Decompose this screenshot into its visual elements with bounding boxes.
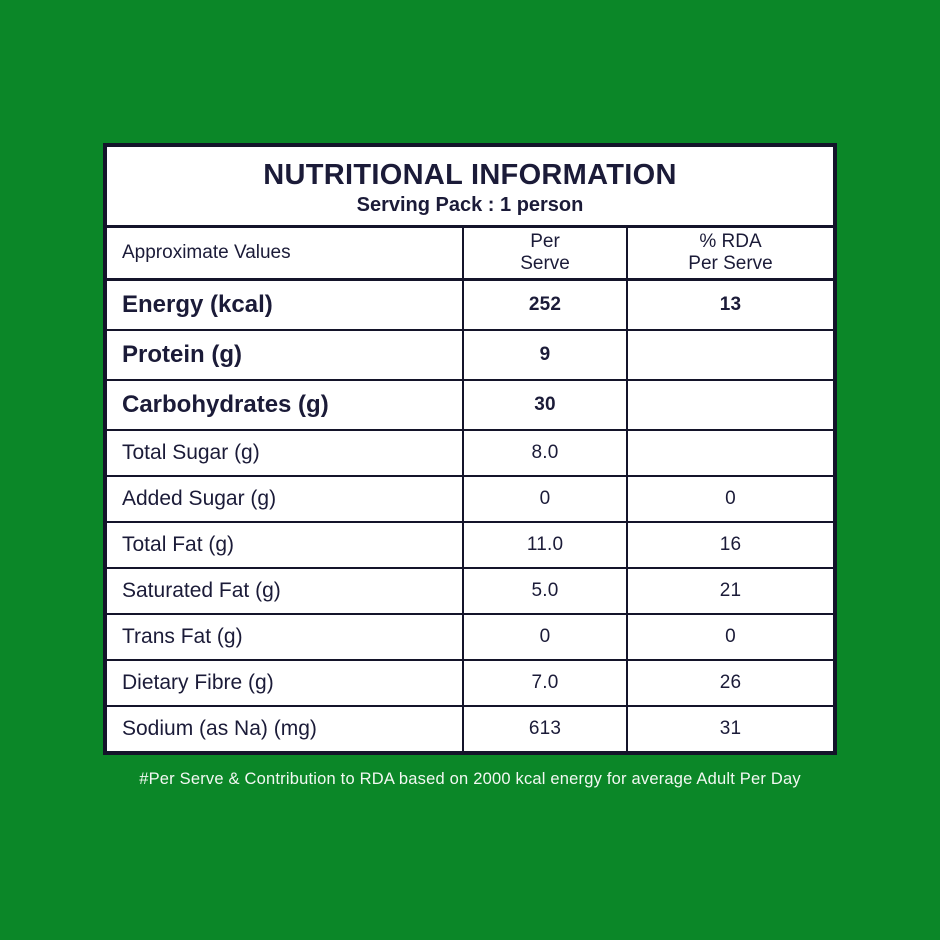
per-serve-value: 613 xyxy=(462,707,626,751)
per-serve-value: 30 xyxy=(462,381,626,429)
table-row: Dietary Fibre (g) 7.0 26 xyxy=(107,661,833,707)
per-serve-value: 5.0 xyxy=(462,569,626,613)
serving-pack-subtitle: Serving Pack : 1 person xyxy=(356,194,584,216)
per-serve-value: 11.0 xyxy=(462,523,626,567)
per-serve-value: 252 xyxy=(462,281,626,329)
rda-per-serve-value xyxy=(626,381,833,429)
table-row: Total Fat (g) 11.0 16 xyxy=(107,523,833,569)
table-row: Energy (kcal) 252 13 xyxy=(107,281,833,331)
column-header-approximate-values: Approximate Values xyxy=(122,242,291,264)
rda-per-serve-value: 21 xyxy=(626,569,833,613)
rda-per-serve-value: 31 xyxy=(626,707,833,751)
row-label: Sodium (as Na) (mg) xyxy=(122,717,317,740)
row-label: Added Sugar (g) xyxy=(122,487,277,510)
table-row: Total Sugar (g) 8.0 xyxy=(107,431,833,477)
table-title: NUTRITIONAL INFORMATION xyxy=(263,159,677,191)
per-serve-value: 0 xyxy=(462,477,626,521)
column-header-per-serve: Per Serve xyxy=(462,228,626,278)
table-row: Added Sugar (g) 0 0 xyxy=(107,477,833,523)
rda-per-serve-value: 0 xyxy=(626,477,833,521)
table-row: Trans Fat (g) 0 0 xyxy=(107,615,833,661)
table-title-block: NUTRITIONAL INFORMATION Serving Pack : 1… xyxy=(107,147,833,228)
row-label: Energy (kcal) xyxy=(122,291,273,318)
row-label: Trans Fat (g) xyxy=(122,625,243,648)
row-label: Total Fat (g) xyxy=(122,533,235,556)
per-serve-value: 9 xyxy=(462,331,626,379)
rda-per-serve-value xyxy=(626,331,833,379)
rda-per-serve-value: 13 xyxy=(626,281,833,329)
table-row: Saturated Fat (g) 5.0 21 xyxy=(107,569,833,615)
row-label: Protein (g) xyxy=(122,341,242,368)
table-row: Carbohydrates (g) 30 xyxy=(107,381,833,431)
rda-per-serve-value: 16 xyxy=(626,523,833,567)
per-serve-value: 7.0 xyxy=(462,661,626,705)
rda-footnote: #Per Serve & Contribution to RDA based o… xyxy=(139,770,801,788)
per-serve-value: 0 xyxy=(462,615,626,659)
column-header-rda-per-serve: % RDA Per Serve xyxy=(626,228,833,278)
rda-per-serve-value xyxy=(626,431,833,475)
row-label: Dietary Fibre (g) xyxy=(122,671,274,694)
per-serve-value: 8.0 xyxy=(462,431,626,475)
row-label: Saturated Fat (g) xyxy=(122,579,281,602)
table-header-row: Approximate Values Per Serve % RDA Per S… xyxy=(107,228,833,281)
row-label: Carbohydrates (g) xyxy=(122,391,329,418)
nutrition-table-panel: NUTRITIONAL INFORMATION Serving Pack : 1… xyxy=(103,143,837,755)
table-body: Energy (kcal) 252 13 Protein (g) 9 Carbohydra… xyxy=(107,281,833,751)
table-row: Sodium (as Na) (mg) 613 31 xyxy=(107,707,833,751)
row-label: Total Sugar (g) xyxy=(122,441,260,464)
table-row: Protein (g) 9 xyxy=(107,331,833,381)
rda-per-serve-value: 26 xyxy=(626,661,833,705)
rda-per-serve-value: 0 xyxy=(626,615,833,659)
